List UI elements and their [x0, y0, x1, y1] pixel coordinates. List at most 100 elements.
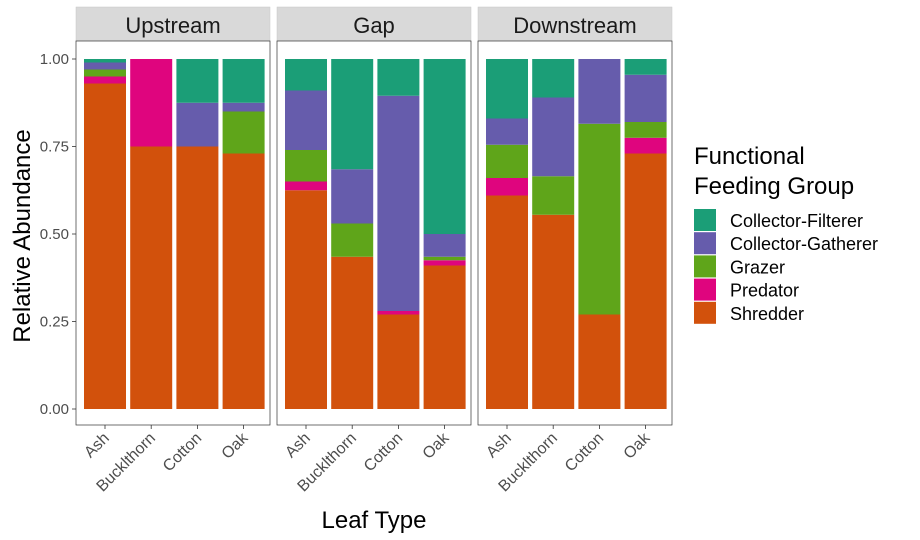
bar-bucklthorn [532, 59, 575, 409]
x-tick-label: Cotton [562, 430, 607, 475]
bar-segment-collector-filterer [624, 59, 667, 75]
facet-strip [276, 6, 472, 42]
bar-oak [423, 59, 466, 409]
bar-segment-grazer [486, 144, 528, 178]
legend-item-collector-filterer: Collector-Filterer [694, 209, 863, 231]
x-tick-label: Ash [282, 430, 314, 462]
bar-segment-collector-gatherer [532, 97, 575, 177]
bar-segment-grazer [84, 69, 126, 77]
legend-item-grazer: Grazer [694, 255, 785, 278]
bar-segment-collector-gatherer [624, 74, 667, 122]
bar-segment-collector-filterer [222, 59, 265, 103]
bar-segment-shredder [84, 83, 126, 409]
bar-segment-collector-filterer [331, 59, 374, 170]
x-tick-label: Cotton [361, 430, 406, 475]
bar-segment-shredder [176, 146, 219, 409]
bar-segment-collector-filterer [176, 59, 219, 103]
bar-segment-shredder [377, 314, 420, 409]
bar-cotton [578, 59, 621, 409]
bar-segment-predator [486, 178, 528, 196]
bar-cotton [377, 59, 420, 409]
x-tick-label: Ash [483, 430, 515, 462]
facet-strip-label: Gap [353, 13, 395, 38]
bar-segment-shredder [222, 153, 265, 409]
bar-segment-collector-gatherer [331, 169, 374, 224]
facet-strip-label: Downstream [513, 13, 636, 38]
bar-cotton [176, 59, 219, 409]
bar-ash [84, 59, 126, 409]
bar-segment-shredder [532, 214, 575, 409]
y-tick-label: 0.00 [40, 401, 69, 418]
legend-title: Functional [694, 143, 805, 170]
legend-swatch [694, 232, 716, 255]
bar-segment-collector-gatherer [377, 95, 420, 311]
bar-segment-shredder [624, 153, 667, 409]
bar-segment-grazer [532, 176, 575, 215]
legend: Functional Feeding Group Collector-Filtere… [694, 143, 878, 324]
bar-segment-grazer [423, 256, 466, 261]
legend-swatch [694, 255, 716, 278]
bar-segment-shredder [130, 146, 173, 409]
bar-segment-collector-filterer [285, 59, 327, 91]
x-tick-label: Oak [219, 429, 252, 462]
bar-segment-predator [285, 181, 327, 191]
legend-label: Predator [730, 281, 799, 301]
bar-segment-collector-filterer [84, 59, 126, 63]
bar-segment-grazer [222, 111, 265, 154]
bar-segment-grazer [285, 150, 327, 182]
bar-segment-shredder [486, 195, 528, 409]
bar-segment-shredder [423, 265, 466, 409]
facet-strip [75, 6, 271, 42]
y-tick-label: 0.75 [40, 139, 69, 156]
legend-item-predator: Predator [694, 278, 799, 301]
bar-segment-grazer [331, 223, 374, 257]
bar-segment-grazer [624, 122, 667, 138]
bar-segment-shredder [578, 314, 621, 409]
bar-oak [222, 59, 265, 409]
bar-segment-collector-gatherer [222, 102, 265, 112]
bar-segment-predator [130, 59, 173, 147]
facet-strip-label: Upstream [125, 13, 220, 38]
y-axis-title: Relative Abundance [9, 129, 36, 343]
legend-label: Collector-Gatherer [730, 234, 878, 254]
bar-segment-collector-gatherer [285, 90, 327, 150]
y-tick-label: 0.25 [40, 314, 69, 331]
bar-segment-collector-gatherer [84, 62, 126, 70]
y-tick-label: 0.50 [40, 226, 69, 243]
x-tick-label: Oak [420, 429, 453, 462]
bar-segment-predator [84, 76, 126, 84]
legend-label: Shredder [730, 304, 804, 324]
legend-label: Collector-Filterer [730, 211, 863, 231]
legend-item-shredder: Shredder [694, 301, 804, 324]
bar-segment-predator [377, 311, 420, 315]
bar-segment-shredder [331, 256, 374, 409]
facet-strip [477, 6, 673, 42]
y-axis: 0.00 0.25 0.50 0.75 1.00 [40, 51, 76, 418]
x-axis-title: Leaf Type [322, 507, 427, 534]
bar-segment-collector-filterer [486, 59, 528, 119]
bar-segment-predator [423, 260, 466, 266]
y-tick-label: 1.00 [40, 51, 69, 68]
x-tick-label: Oak [621, 429, 654, 462]
bar-bucklthorn [331, 59, 374, 409]
bar-segment-collector-filterer [423, 59, 466, 234]
legend-item-collector-gatherer: Collector-Gatherer [694, 232, 878, 255]
bar-segment-collector-gatherer [423, 234, 466, 257]
x-tick-label: Ash [81, 430, 113, 462]
bar-segment-shredder [285, 190, 327, 409]
legend-label: Grazer [730, 257, 785, 277]
legend-swatch [694, 278, 716, 301]
bar-ash [285, 59, 327, 409]
legend-swatch [694, 301, 716, 324]
bar-segment-collector-gatherer [176, 102, 219, 147]
legend-title: Feeding Group [694, 173, 854, 200]
bar-ash [486, 59, 528, 409]
bar-segment-collector-gatherer [486, 118, 528, 145]
legend-swatch [694, 209, 716, 231]
x-tick-label: Cotton [160, 430, 205, 475]
